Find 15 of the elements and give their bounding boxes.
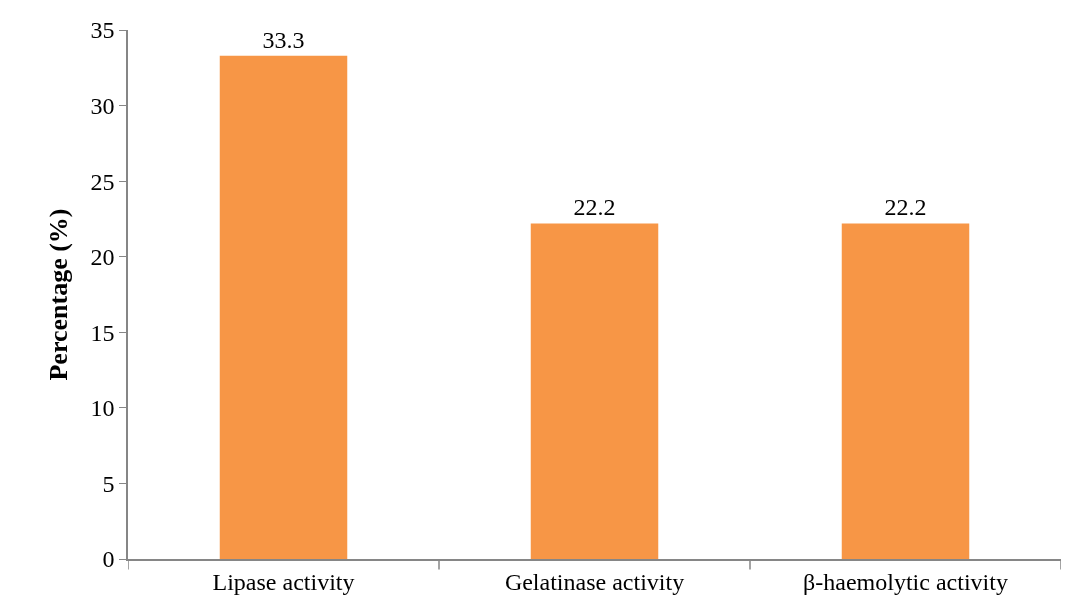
x-tick-label: β-haemolytic activity xyxy=(803,568,1008,595)
data-label: 22.2 xyxy=(884,194,927,221)
y-tick-label: 20 xyxy=(90,244,115,271)
y-axis-title: Percentage (%) xyxy=(44,208,74,381)
y-tick-label: 35 xyxy=(90,17,115,44)
y-tick-label: 0 xyxy=(102,546,115,573)
y-tick-label: 25 xyxy=(90,168,115,195)
y-tick-label: 10 xyxy=(90,395,115,422)
y-tick-label: 15 xyxy=(90,319,115,346)
x-tick-label: Gelatinase activity xyxy=(504,568,685,595)
y-tick-label: 5 xyxy=(102,470,115,497)
y-tick-label: 30 xyxy=(90,92,115,119)
data-label: 22.2 xyxy=(573,194,616,221)
x-tick-label: Lipase activity xyxy=(212,568,355,595)
data-label: 33.3 xyxy=(262,26,305,53)
